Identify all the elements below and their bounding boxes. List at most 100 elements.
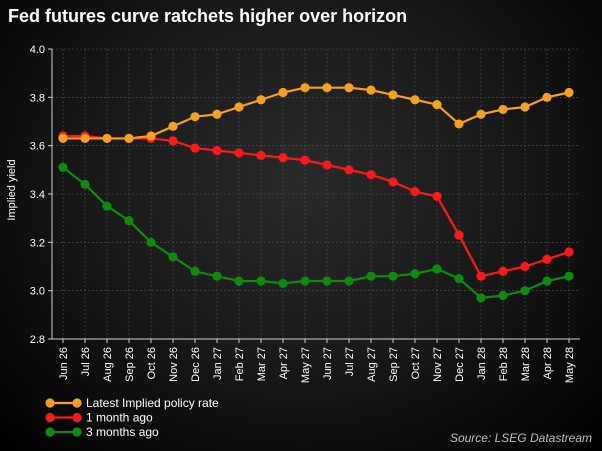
series-lines: [58, 83, 574, 303]
data-point: [476, 109, 486, 119]
data-point: [322, 83, 332, 93]
data-point: [344, 165, 354, 175]
x-tick-label: May 28: [564, 347, 576, 383]
data-point: [146, 237, 156, 247]
x-tick-label: Jul 27: [344, 347, 356, 376]
data-point: [498, 266, 508, 276]
data-point: [454, 119, 464, 129]
legend-entry: 3 months ago: [45, 425, 159, 439]
data-point: [190, 266, 200, 276]
x-tick-label: Dec 26: [190, 347, 202, 382]
series-line: [63, 86, 570, 140]
data-point: [168, 252, 178, 262]
x-tick-label: Oct 27: [410, 347, 422, 379]
x-tick-label: Sep 26: [124, 347, 136, 382]
series-2: [58, 162, 574, 303]
y-tick-label: 3.2: [30, 237, 45, 249]
legend-label: 3 months ago: [86, 425, 159, 439]
data-point: [366, 85, 376, 95]
source-note: Source: LSEG Datastream: [449, 431, 592, 445]
y-tick-label: 3.0: [30, 286, 45, 298]
x-tick-label: Aug 27: [366, 347, 378, 382]
data-point: [190, 143, 200, 153]
data-point: [520, 286, 530, 296]
data-point: [168, 136, 178, 146]
x-tick-label: Jan 28: [476, 347, 488, 380]
data-point: [256, 276, 266, 286]
data-point: [322, 160, 332, 170]
data-point: [498, 290, 508, 301]
x-tick-label: Jan 27: [212, 347, 224, 380]
data-point: [344, 83, 354, 93]
data-point: [520, 102, 530, 112]
data-point: [454, 230, 464, 240]
data-point: [278, 153, 288, 163]
y-tick-label: 3.4: [30, 189, 45, 201]
data-point: [432, 99, 442, 110]
data-point: [124, 133, 134, 144]
x-tick-label: Aug 26: [102, 347, 114, 382]
data-point: [322, 276, 332, 286]
data-point: [234, 276, 244, 286]
data-point: [300, 155, 310, 165]
y-tick-label: 2.8: [30, 334, 45, 346]
series-0: [58, 83, 574, 144]
data-point: [58, 133, 68, 144]
legend-entry: Latest Implied policy rate: [45, 396, 219, 410]
y-tick-label: 3.6: [30, 141, 45, 153]
data-point: [564, 87, 574, 98]
x-tick-label: Feb 27: [234, 347, 246, 381]
x-tick-label: Dec 27: [454, 347, 466, 382]
x-tick-label: Jun 27: [322, 347, 334, 380]
data-point: [234, 102, 244, 112]
x-tick-label: Feb 28: [498, 347, 510, 381]
x-tick-label: Nov 26: [168, 347, 180, 382]
data-point: [366, 271, 376, 281]
x-tick-label: Oct 26: [146, 347, 158, 379]
x-tick-label: Jul 26: [80, 347, 92, 376]
data-point: [80, 133, 90, 144]
data-point: [476, 271, 486, 281]
x-tick-label: Mar 27: [256, 347, 268, 381]
legend-swatch-marker: [72, 412, 82, 423]
series-line: [63, 134, 570, 278]
legend-swatch-marker: [45, 412, 55, 423]
data-point: [80, 179, 90, 189]
data-point: [454, 273, 464, 284]
y-axis-label: Implied yield: [6, 159, 18, 220]
legend-entry: 1 month ago: [45, 411, 153, 425]
legend-swatch-marker: [72, 398, 82, 408]
data-point: [542, 92, 552, 102]
data-point: [212, 271, 222, 281]
data-point: [410, 186, 420, 197]
data-point: [300, 83, 310, 93]
data-point: [542, 254, 552, 264]
data-point: [300, 276, 310, 286]
legend-swatch-marker: [72, 427, 82, 437]
legend-label: 1 month ago: [86, 411, 153, 425]
legend-swatch-marker: [45, 398, 55, 408]
x-tick-label: Sep 27: [388, 347, 400, 382]
data-point: [498, 104, 508, 115]
x-tick-label: May 27: [300, 347, 312, 383]
data-point: [234, 148, 244, 158]
data-point: [432, 264, 442, 274]
data-point: [344, 276, 354, 286]
y-tick-label: 3.8: [30, 92, 45, 104]
data-point: [278, 87, 288, 98]
data-point: [212, 109, 222, 119]
x-tick-label: Jun 26: [58, 347, 70, 380]
x-tick-label: Mar 28: [520, 347, 532, 381]
series-1: [58, 131, 574, 281]
data-point: [388, 177, 398, 187]
data-point: [256, 95, 266, 105]
data-point: [564, 271, 574, 281]
data-point: [520, 261, 530, 272]
grid-lines: [52, 48, 580, 340]
x-tick-label: Apr 27: [278, 347, 290, 379]
data-point: [366, 170, 376, 180]
data-point: [432, 191, 442, 202]
